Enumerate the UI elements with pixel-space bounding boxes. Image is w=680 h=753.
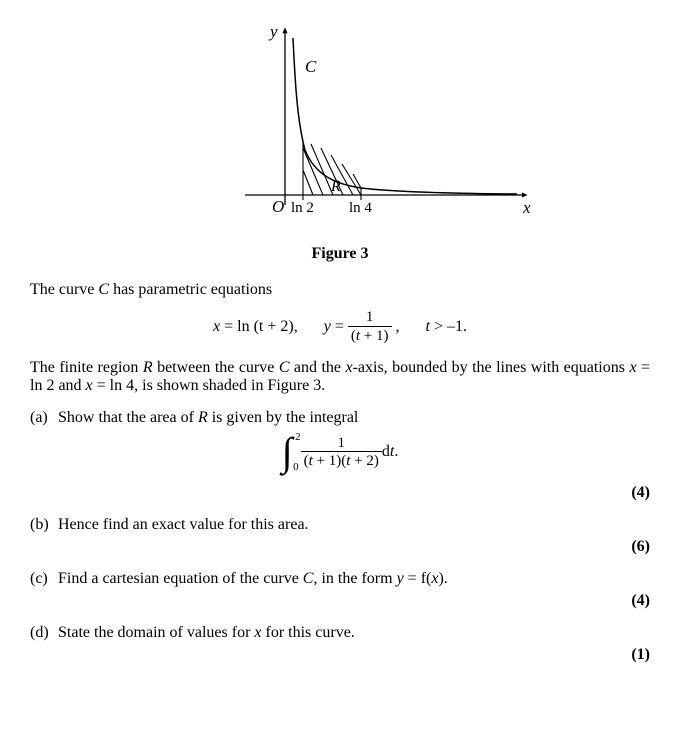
param-cond-rest: > –1. [430, 318, 467, 335]
region-label: R [330, 178, 341, 195]
tick1-label: ln 2 [291, 200, 314, 216]
int-dot: . [394, 443, 398, 461]
part-d-text: State the domain of values for x for thi… [58, 624, 650, 642]
intro-para-1: The curve C has parametric equations [30, 281, 650, 299]
param-x-rhs: = ln (t + 2), [220, 318, 298, 335]
figure-container: O ln 2 ln 4 x y C R [30, 20, 650, 235]
intro2-R: R [143, 359, 153, 376]
figure-svg: O ln 2 ln 4 x y C R [145, 20, 535, 230]
integrand-num: 1 [301, 435, 382, 453]
part-c-eq: = f( [404, 570, 432, 587]
figure-caption: Figure 3 [30, 245, 650, 263]
part-b-marks: (6) [30, 538, 650, 556]
part-c-text-c: ). [438, 570, 447, 587]
part-b-label: (b) [30, 516, 58, 534]
intro2-xeq2: = ln 4, is shown shaded in Figure 3. [93, 377, 326, 394]
origin-label: O [272, 197, 284, 216]
intro2-xeq1-x: x [629, 359, 636, 376]
part-b-text: Hence find an exact value for this area. [58, 516, 650, 534]
part-a-text-a: Show that the area of [58, 409, 198, 426]
x-axis-label: x [522, 198, 531, 217]
curve-c [293, 38, 517, 194]
intro2-d: -axis, bounded by the lines with equatio… [353, 359, 630, 376]
intro1-a: The curve [30, 281, 98, 298]
part-c-marks: (4) [30, 592, 650, 610]
part-c: (c) Find a cartesian equation of the cur… [30, 570, 650, 588]
intro1-b: has parametric equations [109, 281, 272, 298]
part-a-R: R [198, 409, 208, 426]
param-y-eq: = [331, 318, 344, 335]
intro1-C: C [98, 281, 109, 298]
tick2-label: ln 4 [349, 200, 372, 216]
parametric-equations: x = ln (t + 2), y = 1 (t + 1) , t > –1. [30, 309, 650, 345]
intro2-a: The finite region [30, 359, 143, 376]
part-a: (a) Show that the area of R is given by … [30, 409, 650, 427]
part-a-marks: (4) [30, 484, 650, 502]
integral-symbol: ∫ 2 0 [282, 440, 293, 464]
integrand-frac: 1 (t + 1)(t + 2) [301, 435, 382, 471]
part-d-text-a: State the domain of values for [58, 624, 254, 641]
integrand-den: (t + 1)(t + 2) [301, 452, 382, 470]
part-a-text: Show that the area of R is given by the … [58, 409, 650, 427]
part-a-integral: ∫ 2 0 1 (t + 1)(t + 2) dt. [30, 435, 650, 471]
part-c-text: Find a cartesian equation of the curve C… [58, 570, 650, 588]
part-b: (b) Hence find an exact value for this a… [30, 516, 650, 534]
part-c-label: (c) [30, 570, 58, 588]
part-d-label: (d) [30, 624, 58, 642]
intro2-xeq2-x: x [86, 377, 93, 394]
part-d-x: x [254, 624, 261, 641]
part-a-text-b: is given by the integral [208, 409, 359, 426]
param-frac-num: 1 [348, 309, 392, 327]
param-y-frac: 1 (t + 1) [348, 309, 392, 345]
param-frac-den: (t + 1) [351, 328, 389, 344]
intro2-C: C [279, 359, 290, 376]
int-upper: 2 [295, 434, 301, 441]
part-d-marks: (1) [30, 646, 650, 664]
intro2-c: and the [289, 359, 345, 376]
intro-para-2: The finite region R between the curve C … [30, 359, 650, 395]
intro2-x: x [345, 359, 352, 376]
part-c-text-a: Find a cartesian equation of the curve [58, 570, 303, 587]
dt-d: d [382, 443, 390, 461]
intro2-b: between the curve [153, 359, 279, 376]
param-y-lhs: y [324, 318, 331, 335]
y-axis-label: y [268, 22, 278, 41]
part-d-text-b: for this curve. [262, 624, 355, 641]
int-lower: 0 [293, 464, 299, 471]
part-c-y: y [397, 570, 404, 587]
part-c-text-b: , in the form [313, 570, 396, 587]
part-d: (d) State the domain of values for x for… [30, 624, 650, 642]
curve-label: C [305, 57, 317, 76]
param-comma: , [396, 318, 400, 336]
part-a-label: (a) [30, 409, 58, 427]
part-c-C: C [303, 570, 314, 587]
